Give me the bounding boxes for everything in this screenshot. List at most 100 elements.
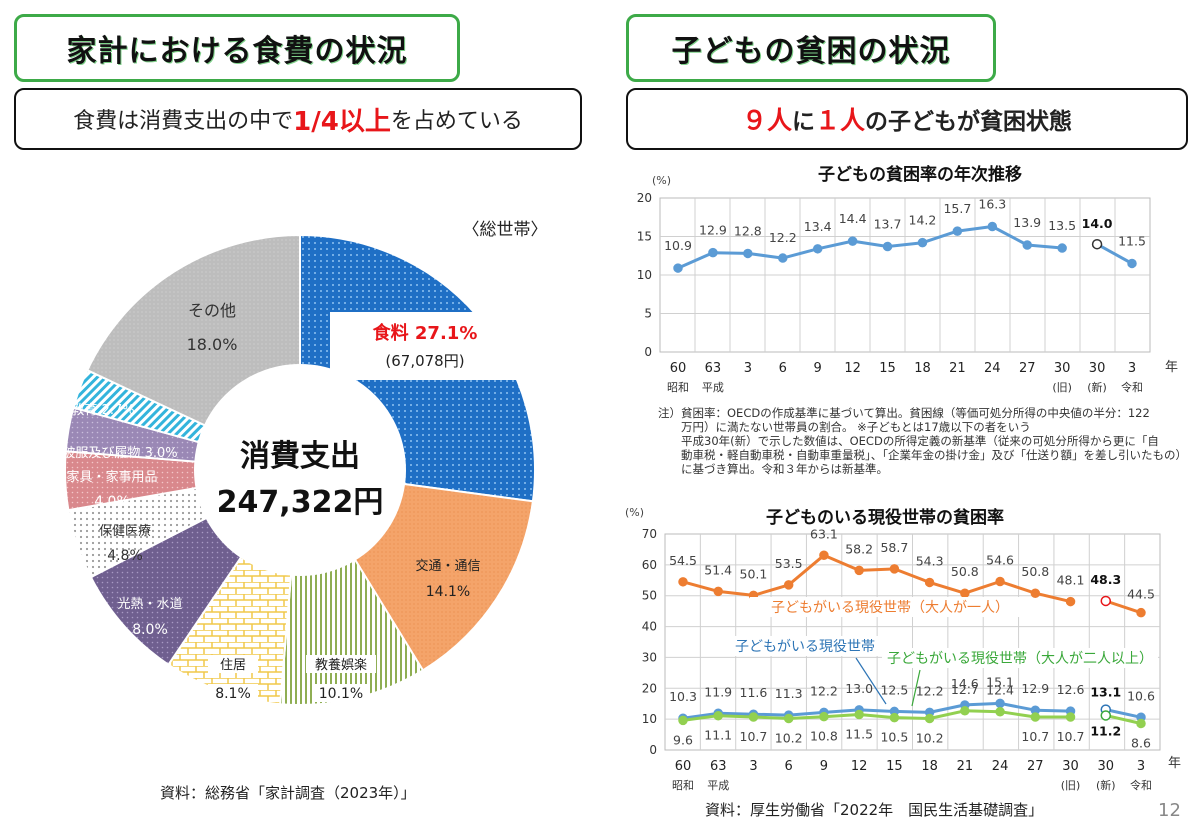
x-tick-label: 24 [992, 759, 1009, 774]
right-subtitle: ９人に １人 の子どもが貧困状態 [626, 88, 1188, 150]
x-tick-label: 9 [820, 759, 828, 774]
x-tick-label: 63 [710, 759, 727, 774]
data-point [678, 715, 688, 726]
right-title-text: 子どもの貧困の状況 [671, 34, 951, 69]
data-point [854, 709, 864, 720]
data-label: 63.1 [810, 526, 838, 541]
data-label: 54.3 [916, 553, 944, 568]
x-tick-label: 18 [914, 361, 931, 376]
subtitle-num2: １人 [815, 106, 866, 135]
data-label: 54.5 [669, 553, 697, 568]
data-point [1030, 588, 1041, 598]
left-title-text: 家計における食費の状況 [66, 34, 408, 69]
y-tick-label: 10 [637, 268, 652, 282]
data-label: 14.2 [909, 213, 937, 228]
housing-label-bg [208, 655, 258, 673]
right-source: 資料：厚生労働省「2022年 国民生活基礎調査」 [705, 801, 1044, 819]
series-line [1096, 242, 1133, 265]
data-point [1100, 595, 1112, 607]
page-number: 12 [1158, 800, 1181, 821]
data-point [743, 248, 753, 259]
y-tick-label: 40 [642, 620, 657, 634]
chart2-xticks: 60 昭和 63 平成 3 6 9 12 15 18 21 24 27 30 (旧) 30 (新) 3 令和 [672, 759, 1152, 792]
data-label: 9.6 [673, 732, 693, 747]
slice-label-transport: 交通・通信 [415, 558, 480, 574]
pie-chart: 〈総世帯〉 食料 27.1% (67,078円) 交通・通信 14.1% 教養娯… [62, 220, 548, 706]
data-label: 50.8 [951, 564, 979, 579]
culture-pct-bg [313, 684, 369, 702]
data-label: 10.3 [669, 689, 697, 704]
data-label: 12.8 [734, 223, 762, 238]
data-point [987, 221, 998, 232]
data-point [1100, 710, 1112, 721]
subtitle-mid: に [792, 109, 815, 135]
legend-two-adults: 子どもがいる現役世帯（大人が二人以上） [887, 651, 1153, 667]
data-point [1065, 596, 1076, 607]
data-point [1057, 243, 1067, 253]
data-label: 48.3 [1090, 572, 1121, 587]
y-tick-label: 50 [642, 589, 657, 603]
data-label: 12.5 [880, 682, 908, 697]
data-label: 54.6 [986, 553, 1014, 568]
center-total: 247,322円 [217, 485, 384, 520]
y-tick-label: 10 [642, 712, 657, 726]
data-point [847, 236, 858, 246]
left-title: 家計における食費の状況 [14, 14, 460, 82]
data-label: 10.5 [880, 730, 908, 745]
data-point [995, 706, 1005, 717]
x-tick-label: 15 [879, 361, 896, 376]
chart1-data-labels: 10.9 12.9 12.8 12.2 13.4 14.4 13.7 14.2 15.7 16.3… [664, 196, 1146, 253]
legend-all-leader [855, 657, 887, 705]
series-line [677, 225, 1063, 270]
data-label: 11.3 [775, 686, 803, 701]
chart2-data-labels: 54.5 51.4 50.1 53.5 63.1 58.2 58.7 54.3 50.8 54.6… [669, 526, 1155, 750]
legend-all-bg [722, 636, 888, 656]
x-tick-sublabel: (旧) [1061, 779, 1081, 792]
data-point [778, 253, 788, 263]
slice-pct-transport: 14.1% [426, 584, 470, 600]
legend-all-households: 子どもがいる現役世帯 [735, 639, 875, 655]
x-tick-label: 3 [1137, 759, 1145, 774]
data-label: 12.9 [699, 223, 727, 238]
x-tick-label: 15 [886, 759, 903, 774]
x-tick-sublabel: 令和 [1130, 778, 1152, 792]
data-point [748, 712, 759, 722]
subtitle-highlight: 1/4以上 [293, 106, 391, 137]
data-label: 14.6 [951, 676, 979, 691]
data-label: 10.7 [1021, 729, 1049, 744]
data-label: 13.4 [804, 219, 832, 234]
food-label-bg [330, 312, 520, 380]
data-label: 53.5 [775, 556, 803, 571]
x-tick-label: 30 [1062, 759, 1079, 774]
data-point [1065, 712, 1076, 722]
x-tick-label: 27 [1019, 361, 1036, 376]
subtitle-post2: の子どもが貧困状態 [865, 109, 1073, 135]
series-line [1105, 713, 1142, 725]
legend-two-leader [911, 669, 921, 707]
data-label: 58.7 [880, 540, 908, 555]
data-point [995, 576, 1005, 587]
data-point [783, 713, 794, 724]
data-label: 11.5 [845, 727, 873, 742]
x-tick-label: 24 [984, 361, 1001, 376]
data-label: 13.0 [845, 681, 873, 696]
series-line [1105, 708, 1142, 719]
series-line [682, 701, 1071, 720]
right-title: 子どもの貧困の状況 [626, 14, 996, 82]
chart1-unit: (%) [652, 174, 671, 187]
slice-pct-health: 4.8% [107, 548, 143, 564]
slice-label-education: 教育 2.7% [71, 402, 134, 418]
data-point [1136, 718, 1146, 729]
legend-two-bg [882, 648, 1158, 668]
y-tick-label: 70 [642, 527, 657, 541]
data-point [995, 698, 1005, 709]
slice-pct-furniture: 4.0% [94, 494, 130, 510]
subtitle-post: を占めている [390, 109, 523, 134]
data-point [713, 586, 723, 597]
x-tick-sublabel: (旧) [1052, 381, 1072, 394]
chart1-yticks: 0 5 10 15 20 [637, 191, 652, 359]
data-label: 14.4 [839, 211, 867, 226]
x-tick-label: 3 [1128, 361, 1136, 376]
data-point [819, 550, 829, 561]
slice-pct-utilities: 8.0% [132, 622, 168, 638]
